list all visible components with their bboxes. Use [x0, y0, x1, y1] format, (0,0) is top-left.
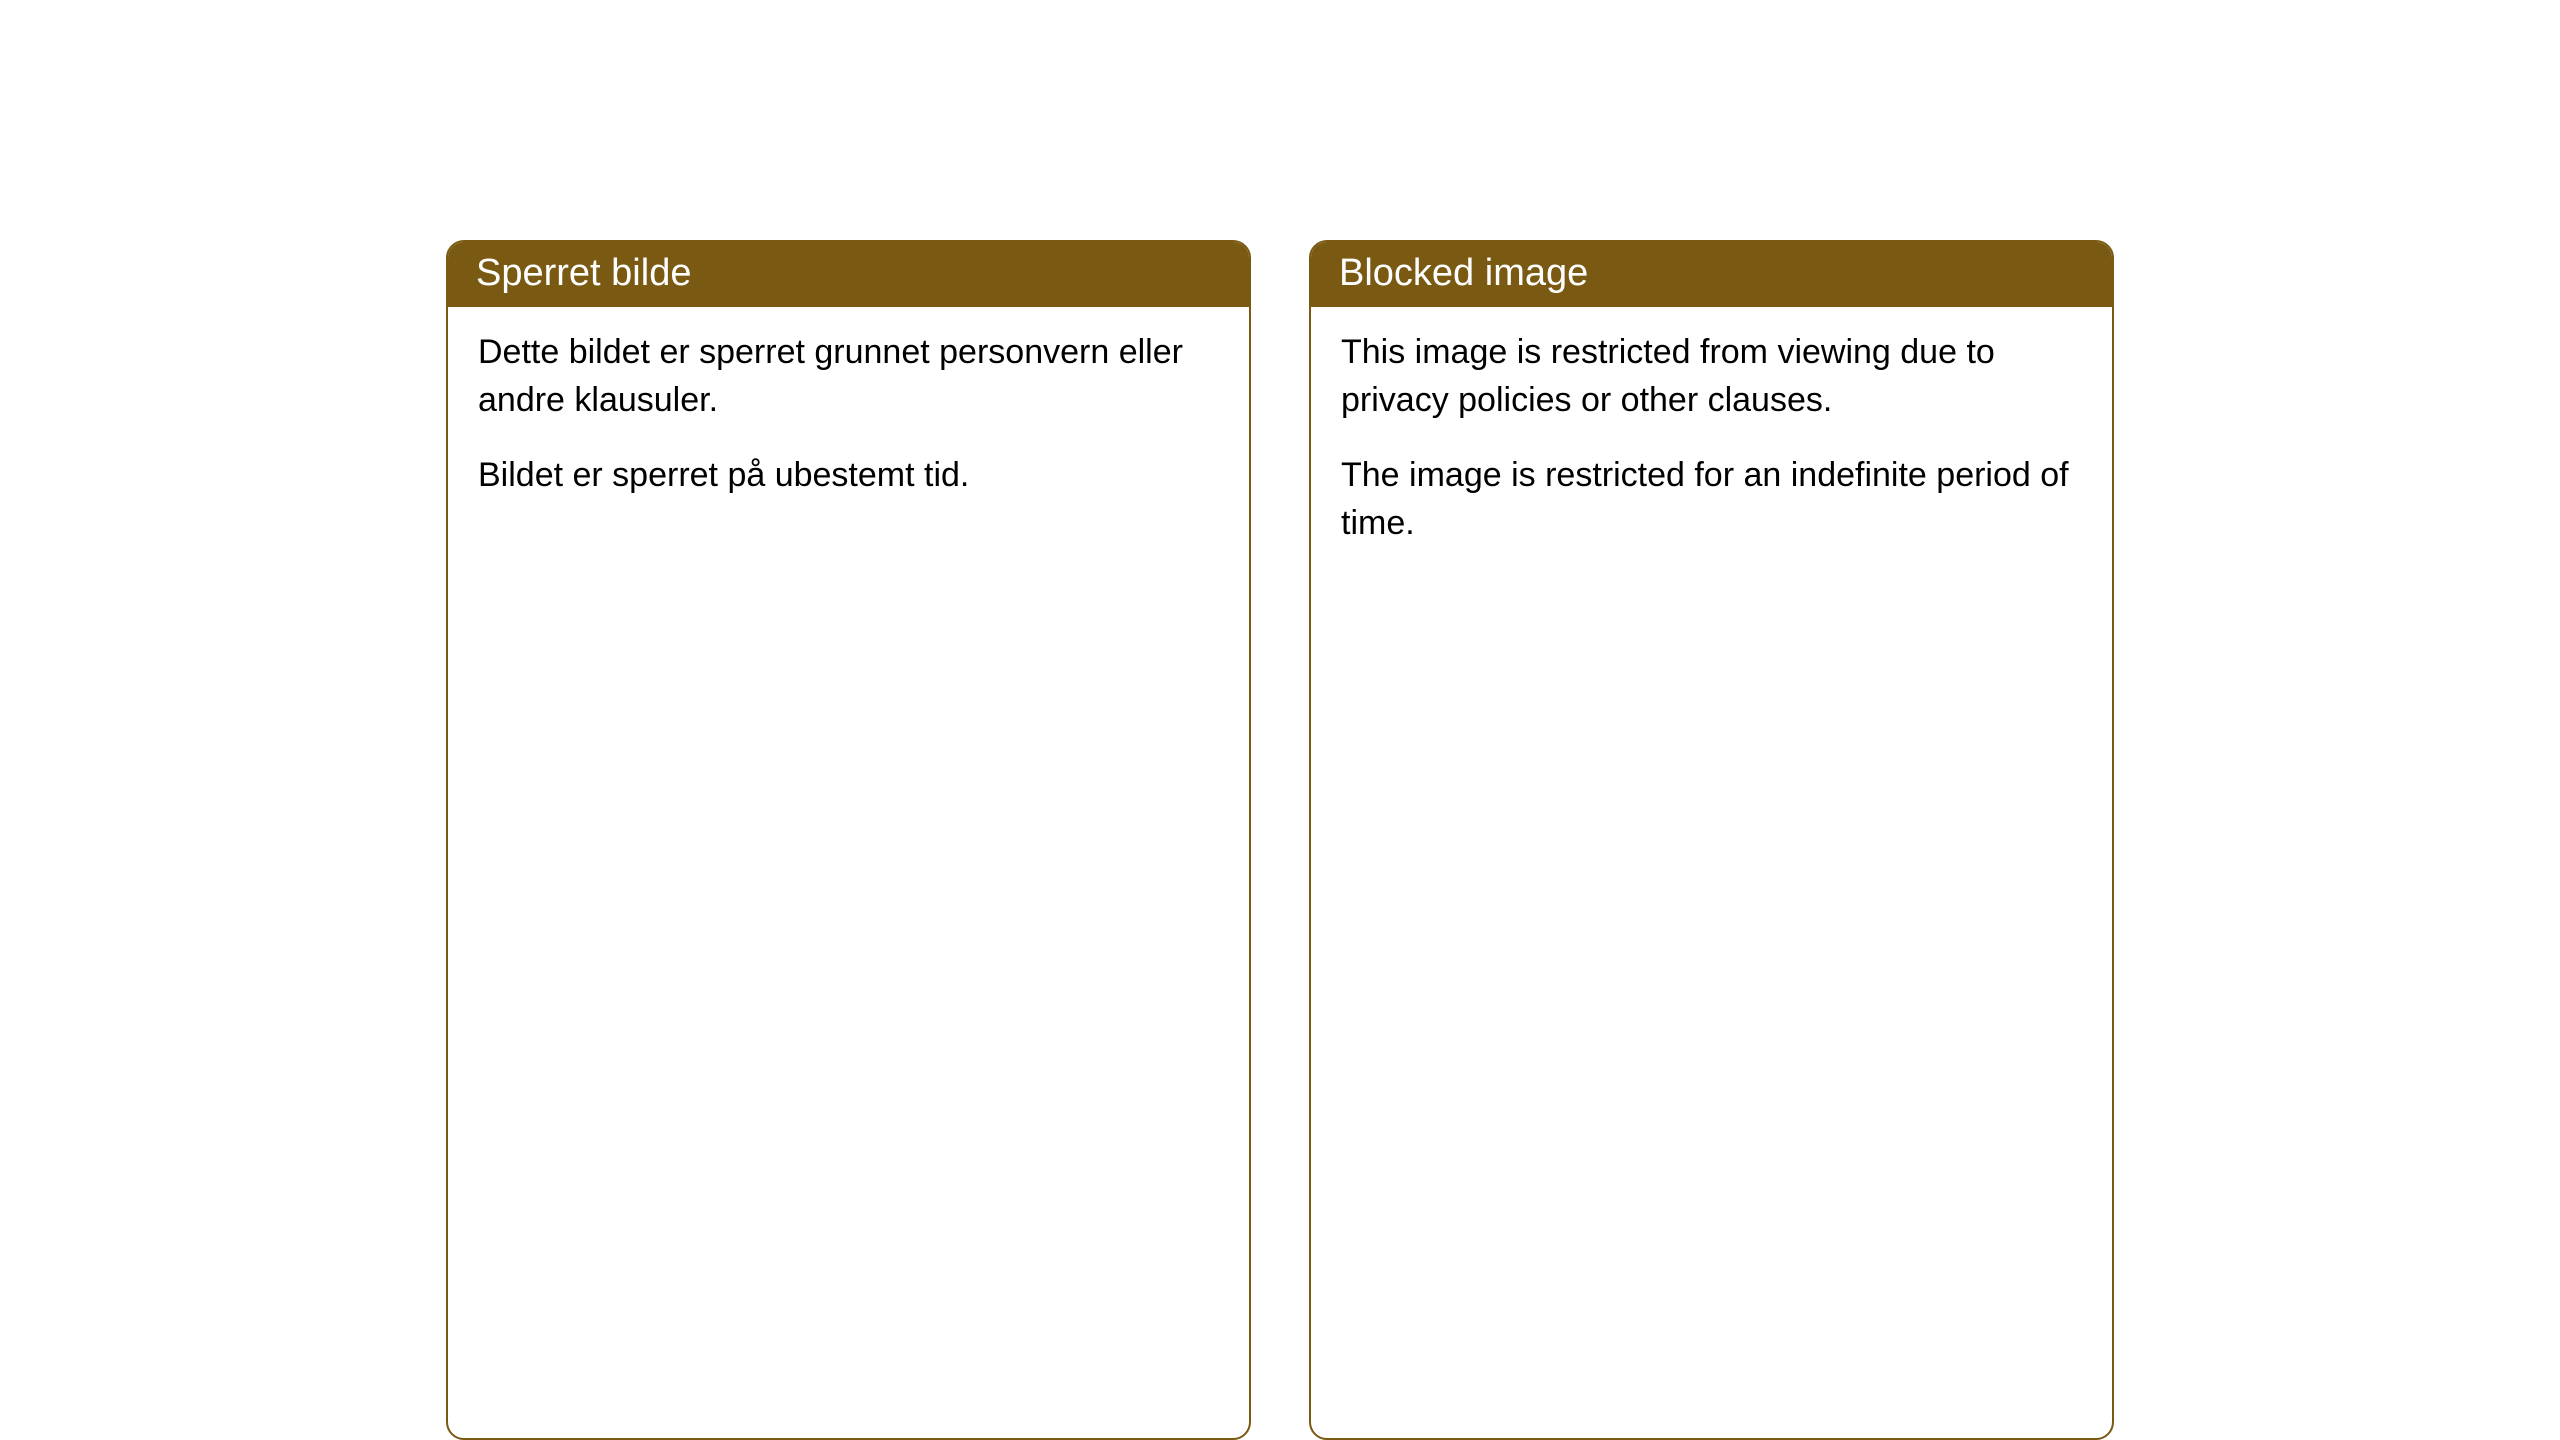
notice-paragraph: Bildet er sperret på ubestemt tid.: [478, 452, 1219, 500]
notice-paragraph: This image is restricted from viewing du…: [1341, 329, 2082, 424]
notice-body: Dette bildet er sperret grunnet personve…: [448, 307, 1249, 540]
notice-container: Sperret bilde Dette bildet er sperret gr…: [446, 240, 2114, 1440]
notice-header: Blocked image: [1311, 242, 2112, 307]
notice-card-norwegian: Sperret bilde Dette bildet er sperret gr…: [446, 240, 1251, 1440]
notice-title: Blocked image: [1339, 252, 1588, 294]
notice-body: This image is restricted from viewing du…: [1311, 307, 2112, 587]
notice-paragraph: Dette bildet er sperret grunnet personve…: [478, 329, 1219, 424]
notice-paragraph: The image is restricted for an indefinit…: [1341, 452, 2082, 547]
notice-card-english: Blocked image This image is restricted f…: [1309, 240, 2114, 1440]
notice-title: Sperret bilde: [476, 252, 691, 294]
notice-header: Sperret bilde: [448, 242, 1249, 307]
